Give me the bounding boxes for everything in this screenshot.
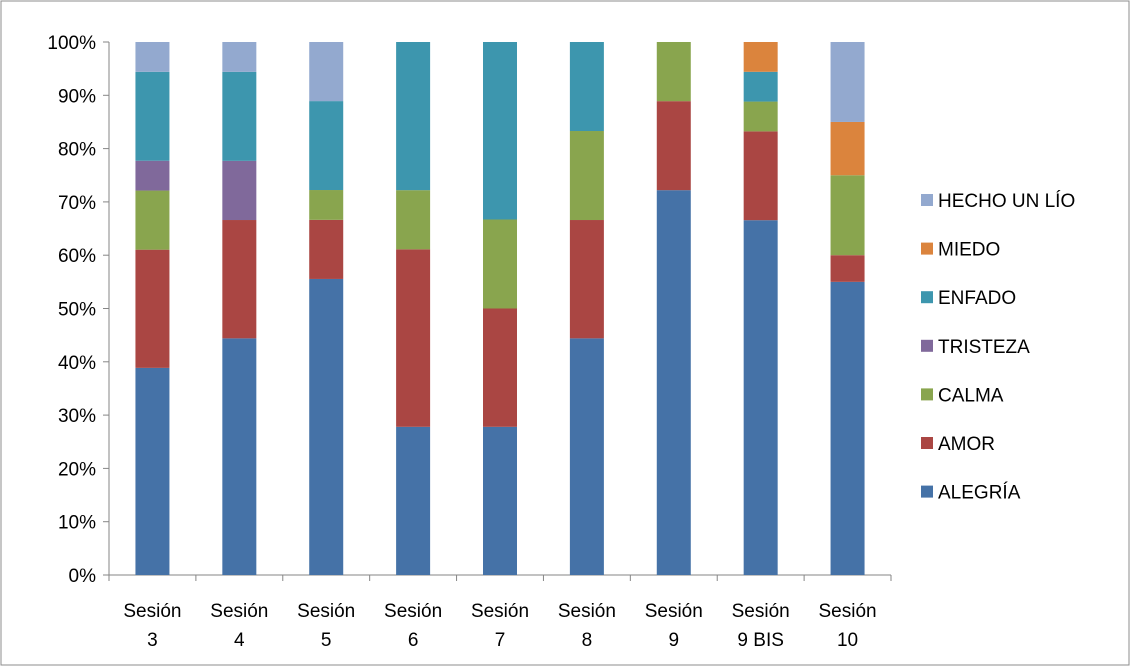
legend-label: CALMA: [938, 385, 1004, 406]
x-tick-label: Sesión 4: [210, 601, 268, 651]
legend-swatch: [921, 291, 933, 304]
bar-segment: [830, 121, 865, 176]
bar-segment: [396, 190, 431, 250]
y-tick-label: 10%: [58, 513, 96, 534]
x-tick-label-line: Sesión: [819, 601, 877, 622]
bar-segment: [569, 131, 604, 221]
legend-label: MIEDO: [938, 240, 1000, 261]
x-tick-label: Sesión 7: [471, 601, 529, 651]
bar-segment: [396, 249, 431, 427]
bar-segment: [569, 338, 604, 575]
bar-segment: [743, 101, 778, 132]
bar-segment: [222, 160, 257, 221]
x-tick-label-line: Sesión: [558, 601, 616, 622]
legend-swatch: [921, 339, 933, 352]
y-tick-label: 50%: [58, 300, 96, 321]
bar-segment: [656, 101, 691, 191]
legend-swatch: [921, 388, 933, 401]
y-tick-label: 40%: [58, 353, 96, 374]
y-tick-label: 0%: [69, 566, 97, 587]
x-tick-label-line: 7: [495, 630, 506, 651]
x-tick-label-line: 9 BIS: [737, 630, 783, 651]
bar-segment: [830, 255, 865, 282]
bar-segment: [569, 42, 604, 132]
bar-segment: [830, 42, 865, 122]
bar-segment: [222, 42, 257, 72]
x-tick-label: Sesión 8: [558, 601, 616, 651]
x-tick-label: Sesión 5: [297, 601, 355, 651]
bar-segment: [135, 160, 170, 191]
bar-segment: [396, 426, 431, 575]
x-tick-label-line: 8: [582, 630, 593, 651]
legend-swatch: [921, 194, 933, 206]
x-tick-label: Sesión 9 BIS: [732, 601, 790, 651]
bar-segment: [135, 249, 170, 368]
bar-segment: [483, 426, 517, 575]
x-tick-label: Sesión 10: [819, 601, 877, 651]
x-tick-label-line: Sesión: [471, 601, 529, 622]
legend-swatch: [921, 242, 933, 255]
y-axis: 0% 10% 20% 30% 40% 50% 60% 70% 80% 90% 100%: [47, 33, 110, 587]
x-tick-label: Sesión 9: [645, 601, 703, 651]
y-tick-label: 20%: [58, 459, 96, 480]
x-tick-label-line: 9: [668, 630, 679, 651]
x-tick-label-line: Sesión: [645, 601, 703, 622]
y-tick-label: 100%: [47, 33, 96, 54]
bar-segment: [656, 42, 691, 102]
bar-segment: [222, 71, 257, 161]
x-tick-label-line: 5: [321, 630, 332, 651]
x-tick-label-line: 3: [147, 630, 158, 651]
x-tick-label-line: 10: [837, 630, 858, 651]
bar-segment: [309, 278, 344, 575]
bar-segment: [743, 71, 778, 102]
legend-swatch: [921, 437, 933, 449]
bar-segment: [309, 42, 344, 102]
legend-label: AMOR: [938, 434, 995, 455]
legend-label: ENFADO: [938, 288, 1016, 309]
x-tick-label-line: 4: [234, 630, 245, 651]
y-tick-label: 80%: [58, 140, 96, 161]
bar-segment: [569, 220, 604, 339]
y-tick-label: 30%: [58, 406, 96, 427]
bar-segment: [483, 308, 517, 427]
bar-segment: [743, 220, 778, 575]
bar-segment: [309, 101, 344, 191]
legend-swatch: [921, 485, 933, 498]
legend-label: HECHO UN LÍO: [938, 191, 1075, 212]
y-tick-label: 90%: [58, 86, 96, 107]
bar-segment: [222, 220, 257, 339]
legend-label: ALEGRÍA: [938, 483, 1021, 504]
bar-segment: [135, 367, 170, 575]
x-tick-label-line: 6: [408, 630, 419, 651]
bar-segment: [830, 281, 865, 575]
bar-segment: [830, 175, 865, 256]
y-tick-label: 70%: [58, 193, 96, 214]
bar-segment: [309, 219, 344, 279]
bar-segment: [483, 42, 517, 220]
legend-label: TRISTEZA: [938, 337, 1030, 358]
bar-segment: [135, 42, 170, 72]
x-tick-label-line: Sesión: [210, 601, 268, 622]
bar-segment: [743, 42, 778, 72]
bars: [135, 42, 865, 575]
x-tick-label: Sesión 6: [384, 601, 442, 651]
bar-segment: [483, 219, 517, 309]
x-tick-label-line: Sesión: [123, 601, 181, 622]
x-tick-label: Sesión 3: [123, 601, 181, 651]
bar-segment: [309, 190, 344, 220]
x-tick-label-line: Sesión: [732, 601, 790, 622]
bar-segment: [656, 190, 691, 575]
x-tick-label-line: Sesión: [384, 601, 442, 622]
bar-segment: [396, 42, 431, 191]
bar-segment: [222, 338, 257, 575]
x-tick-label-line: Sesión: [297, 601, 355, 622]
bar-segment: [743, 131, 778, 221]
y-tick-label: 60%: [58, 246, 96, 267]
bar-segment: [135, 71, 170, 161]
bar-segment: [135, 190, 170, 250]
legend: HECHO UN LÍO MIEDO ENFADO TRISTEZA CALMA AMOR…: [921, 191, 1075, 504]
